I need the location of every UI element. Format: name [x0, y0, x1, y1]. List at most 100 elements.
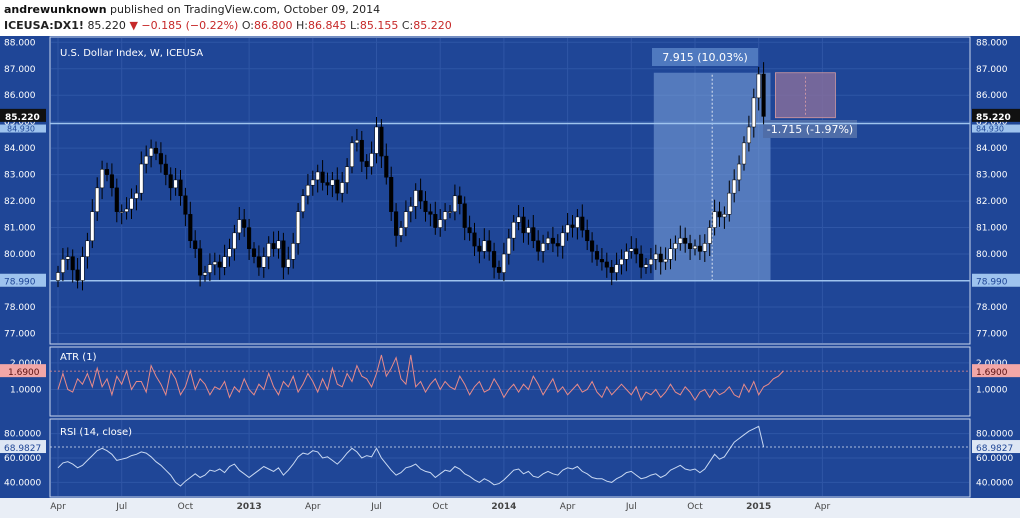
atr-panel-frame [49, 346, 971, 417]
candle [570, 224, 575, 228]
y-tick-label-left: 87.000 [4, 65, 36, 75]
candle [242, 219, 247, 228]
price-panel-frame [49, 36, 971, 345]
high-label: H: [296, 19, 308, 32]
candle [506, 237, 511, 255]
y-tick-label-left: 84.000 [4, 144, 36, 154]
x-tick-label: Apr [50, 502, 66, 512]
x-axis-strip [0, 498, 1020, 518]
candle [70, 256, 75, 271]
candle [712, 211, 717, 228]
candle [335, 179, 340, 194]
candle [247, 227, 252, 249]
candle [482, 240, 487, 252]
candle [202, 272, 208, 276]
publish-line: andrewunknown published on TradingView.c… [4, 3, 380, 16]
candle [222, 256, 227, 268]
candle [149, 147, 154, 157]
candle [232, 232, 237, 249]
y-tick-label-left: 77.000 [4, 329, 36, 339]
price-change: ▼ −0.185 (−0.22%) [129, 19, 239, 32]
rsi-value-tag-right [972, 440, 1020, 454]
candle [531, 227, 536, 242]
candle [271, 243, 276, 249]
candle [526, 227, 531, 234]
candle [604, 261, 609, 268]
symbol[interactable]: ICEUSA:DX1! [4, 19, 84, 32]
candle [217, 261, 222, 268]
candle [727, 192, 732, 215]
candle [599, 259, 604, 263]
candle [207, 264, 212, 273]
candle [139, 163, 144, 194]
candle [722, 214, 727, 218]
open-value: 86.800 [254, 19, 293, 32]
candle [398, 227, 404, 236]
projection-label-bg [763, 120, 857, 138]
quote-line: ICEUSA:DX1! 85.220 ▼ −0.185 (−0.22%) O:8… [4, 19, 452, 32]
projection-box [775, 72, 836, 119]
atr-value-label-left: 1.6900 [8, 368, 40, 378]
y-tick-label-left: 82.000 [4, 197, 36, 207]
candle [653, 253, 658, 260]
x-tick-label: Apr [305, 502, 321, 512]
candle [541, 243, 546, 252]
candle [457, 195, 462, 204]
x-tick-label: Jul [370, 502, 382, 512]
candle [168, 174, 173, 189]
candle [359, 139, 364, 162]
y-tick-label-left: 86.000 [4, 91, 36, 101]
rsi-value-label-right: 68.9827 [976, 444, 1013, 454]
candle [629, 248, 634, 252]
candle [496, 267, 502, 273]
candle [688, 243, 693, 249]
candle [237, 219, 242, 234]
candle [183, 195, 188, 215]
atr-value-tag-right [972, 364, 1020, 378]
candle [188, 214, 193, 242]
atr-tick-left: 1.0000 [10, 385, 42, 395]
candle [594, 251, 600, 260]
candle [619, 259, 624, 265]
candle [492, 251, 497, 268]
candle [85, 240, 90, 257]
rsi-tick-right: 80.0000 [976, 430, 1013, 440]
candle [261, 256, 266, 268]
y-tick-label-right: 88.000 [976, 38, 1008, 48]
resistance-tag-right [972, 124, 1020, 133]
candle [648, 259, 653, 265]
candle [75, 269, 80, 281]
candle [575, 216, 580, 228]
candle [702, 243, 707, 252]
last-price-tag-left [0, 108, 46, 122]
y-tick-label-right: 86.000 [976, 91, 1008, 101]
candle [173, 179, 178, 189]
y-tick-label-right: 85.000 [976, 118, 1008, 128]
candle [296, 211, 301, 244]
candle [634, 248, 639, 255]
measure-label-bg [652, 48, 758, 66]
candle [144, 155, 149, 165]
candle [741, 142, 747, 165]
candle [310, 179, 315, 186]
y-tick-label-right: 83.000 [976, 171, 1008, 181]
candle [673, 243, 678, 249]
last-price-label-right: 85.220 [976, 113, 1011, 123]
candle [345, 166, 350, 183]
x-tick-label: 2015 [746, 502, 771, 512]
candle [751, 97, 756, 128]
candle [320, 171, 325, 183]
candle [443, 211, 448, 220]
candle [178, 179, 183, 197]
candle [193, 240, 198, 249]
candle [325, 182, 330, 186]
rsi-line [57, 425, 765, 487]
rsi-tick-left: 80.0000 [4, 430, 41, 440]
resistance-label-left: 84.930 [7, 125, 35, 134]
candle [614, 264, 619, 273]
candle [256, 256, 261, 268]
author-name[interactable]: andrewunknown [4, 3, 107, 16]
last-price-label-left: 85.220 [5, 113, 40, 123]
candle [678, 237, 683, 244]
